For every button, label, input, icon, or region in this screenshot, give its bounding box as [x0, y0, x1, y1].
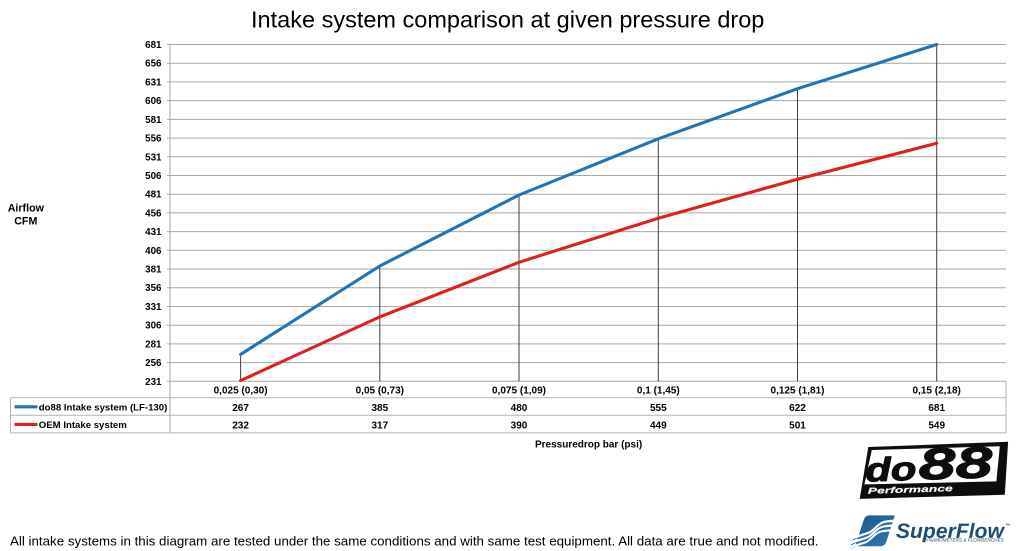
svg-text:656: 656	[145, 59, 162, 70]
svg-text:256: 256	[145, 358, 162, 369]
svg-text:581: 581	[145, 115, 162, 126]
svg-text:232: 232	[232, 420, 249, 431]
svg-text:456: 456	[145, 208, 162, 219]
svg-text:331: 331	[145, 302, 162, 313]
svg-text:356: 356	[145, 283, 162, 294]
svg-text:555: 555	[650, 403, 667, 414]
svg-text:Pressuredrop bar (psi): Pressuredrop bar (psi)	[535, 439, 642, 450]
svg-text:431: 431	[145, 227, 162, 238]
svg-text:281: 281	[145, 339, 162, 350]
svg-text:267: 267	[232, 403, 249, 414]
svg-text:501: 501	[789, 420, 806, 431]
svg-text:Intake system comparison at gi: Intake system comparison at given pressu…	[251, 6, 764, 32]
svg-text:480: 480	[511, 403, 528, 414]
svg-text:549: 549	[928, 420, 945, 431]
svg-text:481: 481	[145, 190, 162, 201]
svg-text:231: 231	[145, 377, 162, 388]
svg-text:506: 506	[145, 171, 162, 182]
svg-text:do88 Intake system (LF-130): do88 Intake system (LF-130)	[39, 403, 168, 414]
svg-text:385: 385	[371, 403, 388, 414]
svg-text:556: 556	[145, 134, 162, 145]
svg-text:406: 406	[145, 246, 162, 257]
svg-text:606: 606	[145, 96, 162, 107]
svg-text:306: 306	[145, 321, 162, 332]
svg-text:0,15 (2,18): 0,15 (2,18)	[913, 385, 961, 396]
svg-text:CFM: CFM	[14, 216, 37, 228]
svg-text:381: 381	[145, 265, 162, 276]
svg-text:317: 317	[371, 420, 388, 431]
svg-text:OEM Intake system: OEM Intake system	[39, 420, 127, 431]
svg-text:531: 531	[145, 152, 162, 163]
svg-text:All intake systems in this dia: All intake systems in this diagram are t…	[10, 534, 818, 549]
svg-text:622: 622	[789, 403, 806, 414]
svg-text:681: 681	[928, 403, 945, 414]
svg-text:631: 631	[145, 77, 162, 88]
svg-text:0,025 (0,30): 0,025 (0,30)	[214, 385, 268, 396]
svg-text:0,05 (0,73): 0,05 (0,73)	[356, 385, 404, 396]
svg-text:449: 449	[650, 420, 667, 431]
svg-text:390: 390	[511, 420, 528, 431]
svg-text:0,1 (1,45): 0,1 (1,45)	[637, 385, 680, 396]
svg-text:681: 681	[145, 40, 162, 51]
svg-text:0,125 (1,81): 0,125 (1,81)	[771, 385, 825, 396]
svg-text:0,075 (1,09): 0,075 (1,09)	[492, 385, 546, 396]
svg-text:Airflow: Airflow	[8, 203, 45, 215]
